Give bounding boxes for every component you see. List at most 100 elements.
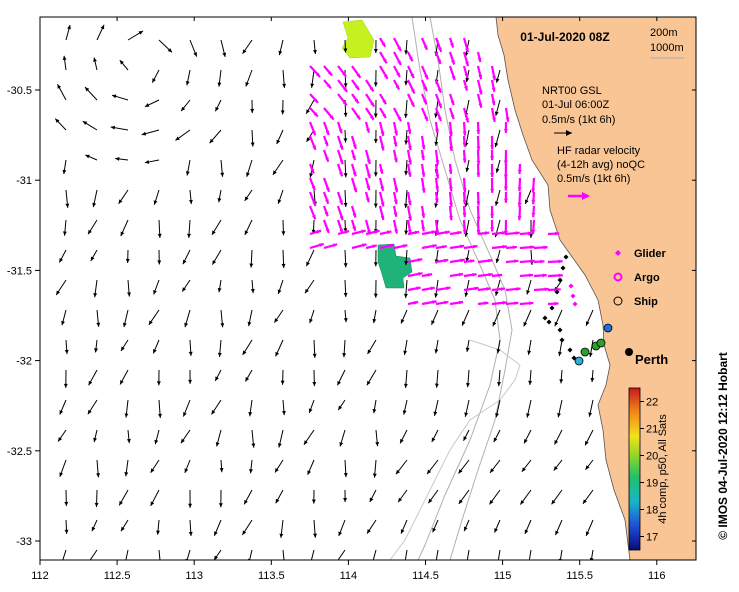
- model-arrow: [433, 399, 439, 416]
- model-arrow: [373, 39, 378, 54]
- radar-arrow: [406, 135, 412, 151]
- model-arrow: [59, 399, 67, 415]
- model-arrow: [464, 399, 470, 417]
- radar-arrow: [462, 51, 470, 67]
- model-arrow: [118, 189, 129, 205]
- radar-arrow: [477, 258, 493, 264]
- model-arrow: [127, 30, 144, 41]
- model-arrow: [585, 309, 594, 326]
- model-arrow: [494, 519, 501, 533]
- model-arrow: [373, 129, 378, 144]
- radar-arrow: [407, 51, 414, 62]
- model-arrow: [529, 219, 533, 239]
- model-arrow: [93, 429, 98, 443]
- radar-arrow: [435, 258, 449, 264]
- radar-arrow: [519, 273, 534, 278]
- radar-arrow: [421, 300, 437, 306]
- model-arrow: [124, 459, 129, 477]
- model-arrow: [250, 129, 255, 147]
- model-arrow: [175, 129, 191, 141]
- radar-arrow: [392, 121, 398, 136]
- radar-arrow: [503, 121, 508, 133]
- radar-arrow: [421, 272, 433, 278]
- radar-arrow: [351, 93, 360, 104]
- radar-arrow: [351, 65, 362, 79]
- model-arrow: [158, 39, 173, 53]
- isobath-shelf: [389, 339, 521, 560]
- model-arrow: [96, 24, 105, 41]
- glider-point: [560, 265, 566, 271]
- radar-arrow: [420, 219, 426, 232]
- model-arrow: [57, 429, 67, 442]
- model-arrow: [343, 249, 348, 268]
- model-arrow: [343, 189, 348, 208]
- model-arrow: [250, 99, 255, 113]
- perth-label: Perth: [635, 352, 668, 367]
- model-arrow: [404, 39, 409, 55]
- radar-arrow: [407, 286, 421, 292]
- radar-arrow: [420, 177, 426, 193]
- colorbar-ticks: 17 18 19 20 21 22: [640, 397, 658, 544]
- radar-arrow: [393, 244, 408, 250]
- radar-arrow: [448, 135, 454, 151]
- model-arrow: [343, 39, 348, 53]
- radar-arrow: [476, 219, 481, 235]
- radar-arrow: [434, 177, 440, 191]
- radar-arrow: [519, 231, 532, 236]
- radar-arrow: [463, 244, 478, 250]
- colorbar-tick-label: 17: [646, 532, 658, 544]
- radar-arrow: [490, 93, 496, 106]
- model-arrow: [243, 489, 253, 505]
- radar-arrow: [323, 243, 338, 250]
- radar-arrow: [476, 65, 483, 80]
- radar-arrow: [449, 258, 465, 264]
- model-arrow: [366, 369, 377, 386]
- radar-arrow: [434, 79, 442, 94]
- model-arrow: [524, 519, 532, 535]
- model-arrow: [251, 429, 256, 448]
- radar-arrow: [351, 243, 367, 250]
- model-arrow: [157, 219, 162, 238]
- radar-arrow: [308, 121, 317, 136]
- radar-arrow: [420, 135, 426, 150]
- radar-arrow: [490, 219, 495, 232]
- model-arrow: [310, 549, 315, 560]
- radar-arrow: [533, 259, 545, 264]
- radar-arrow: [448, 37, 455, 48]
- model-arrow: [584, 429, 594, 446]
- model-arrow: [465, 339, 470, 352]
- model-arrow: [497, 549, 501, 560]
- model-arrow: [275, 339, 284, 357]
- radar-arrow: [519, 259, 535, 264]
- radar-arrow: [462, 79, 469, 91]
- radar-arrow: [379, 107, 387, 119]
- radar-arrow: [392, 205, 398, 218]
- model-arrow: [180, 99, 191, 112]
- radar-arrow: [531, 219, 536, 235]
- radar-arrow: [435, 244, 448, 250]
- glider-legend-icon: [615, 250, 621, 256]
- radar-arrow: [406, 149, 412, 165]
- radar-arrow: [378, 205, 385, 221]
- radar-arrow: [547, 259, 563, 264]
- model-arrow: [247, 309, 253, 327]
- y-tick-label: -32.5: [7, 446, 32, 458]
- model-arrow: [110, 125, 129, 131]
- model-arrow: [120, 519, 129, 532]
- radar-arrow: [434, 51, 442, 65]
- radar-arrow: [365, 79, 375, 93]
- radar-legend-arrow: [568, 192, 590, 200]
- ship-marker: [574, 356, 584, 366]
- radar-arrow: [448, 205, 453, 221]
- model-arrow: [148, 309, 160, 326]
- model-arrow: [553, 459, 563, 471]
- model-arrow: [343, 279, 348, 298]
- radar-arrow: [476, 79, 483, 95]
- model-arrow: [93, 279, 98, 298]
- model-arrow: [57, 83, 67, 101]
- radar-arrow: [490, 177, 495, 193]
- radar-arrow: [476, 191, 481, 206]
- model-arrow: [558, 339, 563, 357]
- radar-arrow: [407, 93, 416, 108]
- sst-patch-central: [377, 243, 413, 289]
